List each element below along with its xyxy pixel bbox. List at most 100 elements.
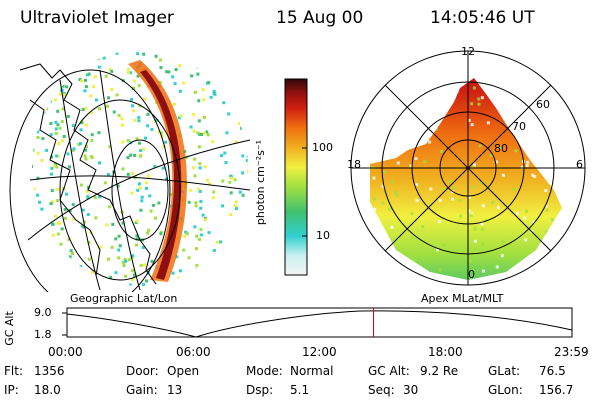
geo-speckle-dot	[213, 92, 217, 96]
geo-speckle-dot	[65, 192, 68, 196]
polar-speckle-dot	[413, 140, 417, 144]
polar-speckle-dot	[480, 96, 484, 100]
geo-speckle-dot	[211, 196, 215, 200]
polar-speckle-dot	[452, 186, 456, 190]
geo-speckle-dot	[67, 165, 71, 169]
geo-speckle-dot	[49, 133, 53, 137]
geo-speckle-dot	[143, 97, 147, 101]
geo-speckle-dot	[33, 237, 37, 241]
geo-speckle-dot	[141, 246, 145, 249]
polar-speckle-dot	[371, 145, 375, 149]
geo-speckle-dot	[229, 239, 233, 242]
geo-speckle-dot	[138, 141, 141, 145]
polar-speckle-dot	[459, 214, 462, 218]
geo-speckle-dot	[150, 259, 154, 263]
geo-speckle-dot	[247, 226, 248, 230]
geo-speckle-dot	[192, 112, 196, 116]
geo-speckle-dot	[85, 189, 89, 193]
polar-speckle-dot	[499, 80, 503, 83]
geo-speckle-dot	[32, 199, 35, 203]
geo-speckle-dot	[79, 265, 83, 269]
geo-speckle-dot	[84, 157, 88, 161]
geo-speckle-dot	[56, 221, 60, 225]
geo-speckle-dot	[243, 260, 246, 264]
geo-speckle-dot	[35, 126, 39, 130]
polar-speckle-dot	[378, 251, 382, 255]
polar-speckle-dot	[586, 123, 589, 126]
mlt-label-0: 0	[468, 268, 475, 281]
geo-speckle-dot	[133, 79, 137, 83]
geo-speckle-dot	[159, 232, 163, 236]
time-tick-0600: 06:00	[176, 345, 211, 359]
geo-speckle-dot	[139, 263, 143, 267]
geo-speckle-dot	[115, 93, 119, 97]
polar-speckle-dot	[414, 157, 418, 161]
geo-speckle-dot	[155, 118, 159, 122]
geo-speckle-dot	[131, 269, 135, 273]
geo-speckle-dot	[89, 155, 93, 159]
geo-speckle-dot	[46, 75, 50, 79]
geo-speckle-dot	[47, 268, 51, 272]
geo-speckle-dot	[160, 134, 164, 138]
geo-speckle-dot	[55, 165, 59, 169]
polar-speckle-dot	[587, 122, 590, 125]
geo-speckle-dot	[194, 201, 198, 205]
geo-speckle-dot	[196, 55, 199, 59]
geo-speckle-dot	[53, 87, 57, 91]
geo-speckle-dot	[250, 53, 253, 56]
polar-speckle-dot	[414, 141, 417, 145]
polar-speckle-dot	[473, 227, 477, 231]
geo-speckle-dot	[193, 90, 197, 94]
polar-speckle-dot	[346, 228, 349, 231]
geo-speckle-dot	[41, 137, 45, 141]
geo-speckle-dot	[147, 174, 151, 178]
polar-speckle-dot	[451, 197, 454, 201]
geo-speckle-dot	[34, 93, 37, 97]
geo-speckle-dot	[142, 283, 146, 286]
altitude-ytick-high: 9.0	[34, 306, 52, 319]
geo-speckle-dot	[123, 257, 127, 261]
geo-speckle-dot	[175, 255, 179, 259]
polar-speckle-dot	[477, 102, 481, 106]
polar-speckle-dot	[388, 207, 392, 211]
geo-speckle-dot	[203, 165, 207, 169]
geo-speckle-dot	[59, 53, 63, 56]
geo-speckle-dot	[153, 165, 157, 168]
geo-speckle-dot	[139, 154, 143, 158]
geo-speckle-dot	[130, 191, 134, 195]
polar-speckle-dot	[525, 164, 529, 168]
geo-speckle-dot	[201, 60, 205, 64]
polar-speckle-dot	[542, 168, 546, 172]
apex-polar-map	[346, 50, 590, 286]
polar-speckle-dot	[370, 114, 374, 118]
dsp-value: 5.1	[290, 383, 310, 397]
polar-speckle-dot	[585, 157, 588, 160]
polar-speckle-dot	[550, 218, 554, 222]
polar-speckle-dot	[384, 257, 388, 261]
polar-speckle-dot	[499, 146, 503, 150]
geo-speckle-dot	[43, 56, 47, 60]
geo-speckle-dot	[53, 98, 57, 102]
geo-speckle-dot	[129, 153, 133, 157]
polar-speckle-dot	[373, 228, 377, 232]
geo-speckle-dot	[184, 230, 188, 234]
geo-speckle-dot	[147, 228, 151, 232]
polar-speckle-dot	[365, 274, 368, 277]
geo-speckle-dot	[148, 194, 152, 198]
geo-speckle-dot	[201, 88, 205, 92]
geo-speckle-dot	[157, 201, 161, 205]
polar-speckle-dot	[378, 281, 381, 284]
polar-speckle-dot	[586, 269, 589, 272]
polar-speckle-dot	[564, 89, 567, 92]
geo-speckle-dot	[114, 271, 118, 275]
geo-speckle-dot	[145, 186, 148, 190]
geo-speckle-dot	[80, 79, 84, 83]
geo-speckle-dot	[212, 249, 216, 252]
geo-speckle-dot	[207, 81, 211, 85]
geo-speckle-dot	[221, 256, 225, 260]
geo-speckle-dot	[38, 200, 41, 204]
geo-speckle-dot	[59, 260, 63, 264]
coastline	[19, 63, 157, 285]
geo-speckle-dot	[67, 237, 71, 241]
polar-speckle-dot	[359, 152, 362, 155]
